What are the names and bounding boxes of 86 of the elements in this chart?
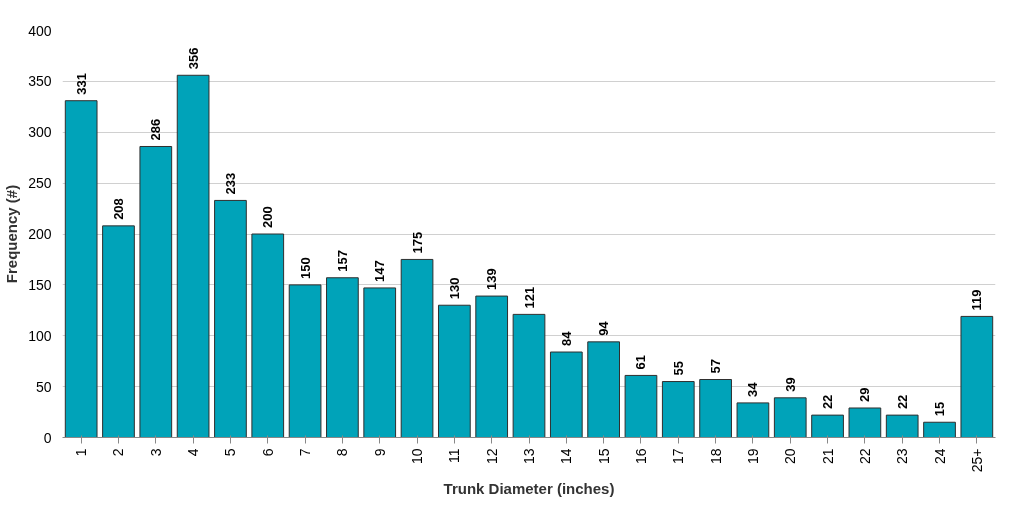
x-tick-label: 18 — [707, 448, 724, 465]
data-label: 157 — [334, 250, 350, 272]
x-tick-label: 20 — [782, 448, 799, 465]
bar — [773, 397, 807, 438]
x-tick-label: 1 — [73, 448, 90, 457]
x-tick-label: 16 — [632, 448, 649, 465]
bar — [811, 414, 844, 438]
data-label: 331 — [73, 73, 89, 95]
bar — [549, 351, 583, 438]
x-tick-label: 14 — [558, 448, 575, 465]
bar — [251, 233, 285, 438]
y-tick-label: 300 — [28, 124, 52, 141]
data-label: 147 — [372, 260, 388, 282]
bar — [139, 145, 173, 438]
x-tick-label: 4 — [185, 448, 202, 457]
x-axis-title: Trunk Diameter (inches) — [443, 480, 615, 498]
x-tick-label: 12 — [483, 448, 500, 465]
bar — [64, 100, 98, 438]
y-tick-label: 150 — [28, 276, 52, 293]
data-label: 233 — [222, 172, 238, 195]
data-label: 208 — [110, 198, 126, 220]
bar — [288, 284, 322, 438]
x-tick-label: 8 — [334, 448, 351, 457]
bar — [400, 258, 434, 438]
x-tick-label: 3 — [147, 448, 164, 457]
bar — [176, 74, 210, 438]
data-label: 22 — [894, 394, 910, 410]
y-tick-label: 250 — [28, 175, 52, 192]
data-label: 22 — [820, 394, 836, 410]
data-label: 57 — [708, 359, 724, 374]
bar — [438, 304, 471, 438]
y-tick-label: 50 — [35, 378, 52, 395]
data-label: 55 — [670, 361, 686, 376]
data-label: 121 — [521, 286, 537, 309]
bar — [736, 402, 770, 438]
data-label: 130 — [446, 277, 462, 300]
data-label: 94 — [596, 320, 612, 336]
data-label: 34 — [745, 381, 761, 397]
data-label: 29 — [857, 387, 873, 402]
x-tick-label: 2 — [110, 448, 127, 457]
data-label: 39 — [782, 377, 798, 392]
bar — [848, 407, 882, 438]
bar — [512, 313, 546, 438]
data-label: 286 — [148, 118, 164, 141]
x-tick-label: 25+ — [968, 448, 985, 473]
data-label: 200 — [260, 206, 276, 228]
x-tick-label: 10 — [409, 448, 426, 465]
y-tick-label: 350 — [28, 73, 52, 90]
x-tick-label: 13 — [521, 448, 537, 465]
bar — [885, 414, 919, 438]
bar — [363, 287, 397, 438]
x-tick-label: 9 — [371, 448, 388, 457]
x-tick-label: 22 — [856, 448, 873, 465]
y-tick-label: 400 — [28, 22, 52, 39]
bar — [475, 295, 509, 438]
x-tick-label: 15 — [595, 448, 612, 465]
y-axis-title: Frequency (#) — [3, 184, 21, 284]
x-tick-label: 6 — [259, 448, 276, 457]
x-tick-label: 17 — [670, 448, 687, 465]
data-label: 15 — [932, 401, 948, 417]
bar — [923, 421, 956, 438]
y-tick-label: 0 — [43, 429, 52, 446]
data-label: 119 — [969, 289, 985, 311]
bar — [661, 381, 695, 438]
y-tick-label: 200 — [28, 226, 52, 242]
data-label: 356 — [185, 47, 201, 70]
x-tick-label: 5 — [222, 448, 239, 457]
bar — [624, 374, 658, 438]
x-tick-label: 7 — [297, 448, 314, 457]
bar — [960, 315, 994, 438]
data-label: 84 — [558, 330, 574, 347]
bar — [214, 199, 247, 438]
y-tick-label: 100 — [28, 327, 52, 344]
data-label: 150 — [297, 257, 313, 279]
x-tick-label: 24 — [931, 448, 948, 465]
data-label: 61 — [633, 354, 649, 370]
data-label: 175 — [409, 231, 425, 254]
bar — [699, 379, 732, 438]
bar — [102, 225, 135, 438]
bar — [326, 277, 359, 438]
x-tick-label: 23 — [894, 448, 911, 465]
data-label: 139 — [484, 268, 500, 291]
x-tick-label: 11 — [446, 448, 463, 464]
x-tick-label: 21 — [819, 448, 836, 465]
bar — [587, 341, 620, 438]
x-tick-label: 19 — [744, 448, 761, 465]
